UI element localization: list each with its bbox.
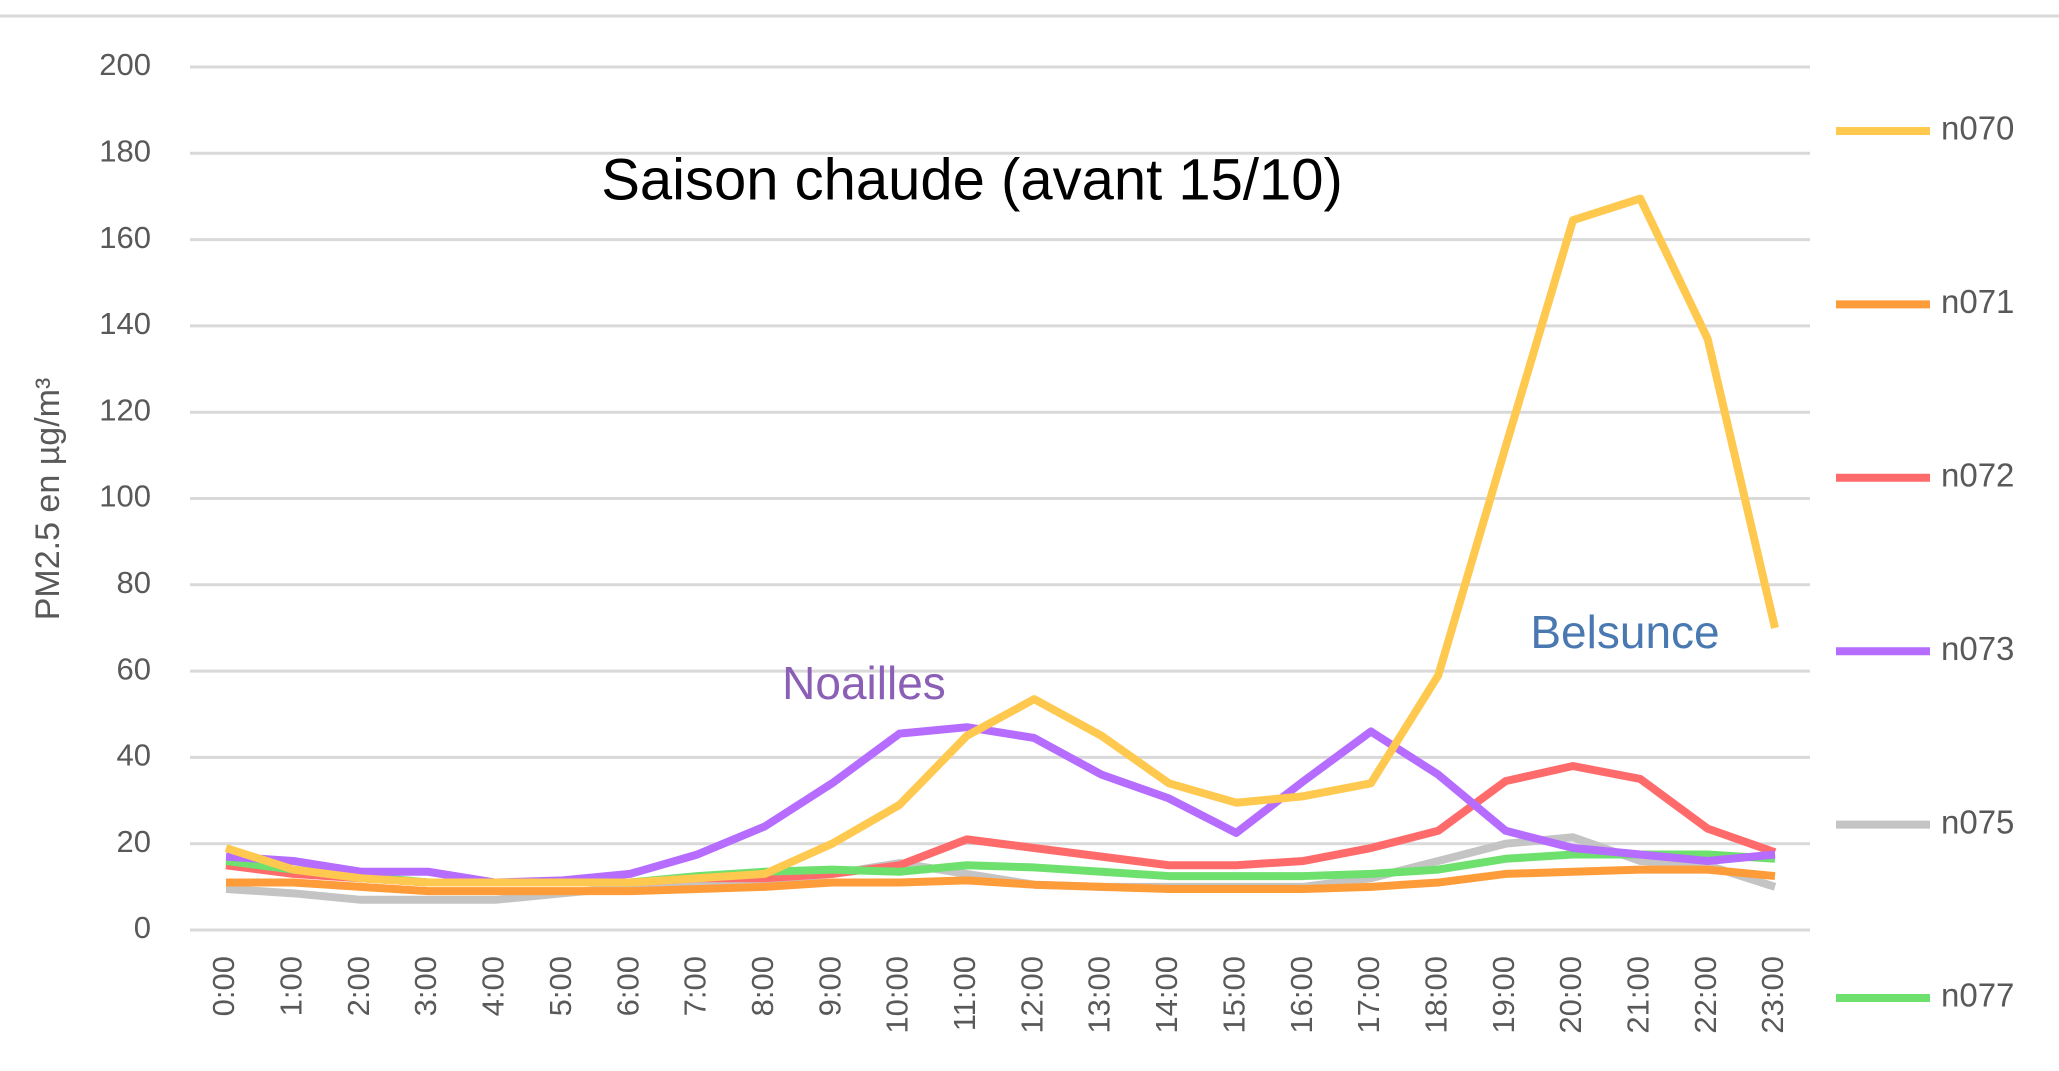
x-tick-label: 21:00 <box>1620 956 1655 1034</box>
y-axis-label: PM2.5 en µg/m³ <box>29 378 67 621</box>
y-tick-label: 20 <box>117 824 151 859</box>
x-tick-label: 14:00 <box>1149 956 1184 1034</box>
x-tick-label: 18:00 <box>1418 956 1453 1034</box>
x-tick-label: 1:00 <box>274 956 309 1016</box>
legend-label: n072 <box>1941 457 2014 494</box>
x-tick-label: 13:00 <box>1082 956 1117 1034</box>
y-tick-label: 80 <box>117 565 151 600</box>
x-tick-label: 4:00 <box>476 956 511 1016</box>
x-tick-label: 19:00 <box>1486 956 1521 1034</box>
x-tick-label: 6:00 <box>610 956 645 1016</box>
x-tick-label: 7:00 <box>678 956 713 1016</box>
x-tick-label: 12:00 <box>1014 956 1049 1034</box>
x-tick-label: 23:00 <box>1755 956 1790 1034</box>
chart-title: Saison chaude (avant 15/10) <box>601 147 1343 212</box>
y-tick-label: 60 <box>117 651 151 686</box>
x-tick-label: 2:00 <box>341 956 376 1016</box>
y-tick-label: 160 <box>99 220 151 255</box>
y-tick-label: 200 <box>99 47 151 82</box>
annotation: Belsunce <box>1530 606 1719 658</box>
y-tick-label: 140 <box>99 306 151 341</box>
x-tick-label: 9:00 <box>812 956 847 1016</box>
series-line <box>226 865 1776 896</box>
legend-label: n070 <box>1941 110 2014 147</box>
annotation: Noailles <box>782 657 946 709</box>
x-tick-label: 20:00 <box>1553 956 1588 1034</box>
x-tick-label: 0:00 <box>206 956 241 1016</box>
y-tick-label: 100 <box>99 479 151 514</box>
x-tick-label: 16:00 <box>1284 956 1319 1034</box>
x-tick-label: 17:00 <box>1351 956 1386 1034</box>
x-tick-label: 10:00 <box>880 956 915 1034</box>
y-tick-label: 120 <box>99 392 151 427</box>
legend-label: n075 <box>1941 803 2014 840</box>
x-tick-label: 15:00 <box>1216 956 1251 1034</box>
series-line <box>224 194 1779 887</box>
legend-label: n071 <box>1941 283 2014 320</box>
x-tick-label: 8:00 <box>745 956 780 1016</box>
x-tick-label: 5:00 <box>543 956 578 1016</box>
y-tick-label: 180 <box>99 133 151 168</box>
x-tick-label: 3:00 <box>408 956 443 1016</box>
x-tick-label: 11:00 <box>947 956 982 1031</box>
legend-label: n077 <box>1941 977 2014 1014</box>
y-tick-label: 40 <box>117 738 151 773</box>
y-tick-label: 0 <box>134 910 151 945</box>
legend-label: n073 <box>1941 630 2014 667</box>
x-tick-label: 22:00 <box>1688 956 1723 1034</box>
